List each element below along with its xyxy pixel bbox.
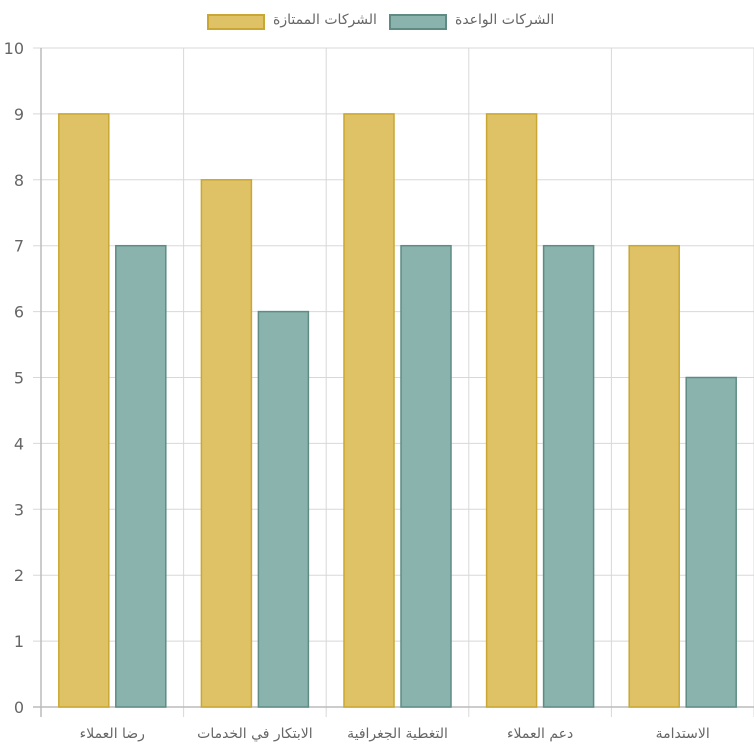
bar-promising[interactable]: [542, 244, 595, 708]
bar-excellent[interactable]: [58, 113, 110, 708]
bar-excellent[interactable]: [485, 113, 538, 708]
legend-swatch-excellent: [207, 14, 265, 30]
legend-label-excellent: الشركات الممتازة: [273, 12, 377, 28]
y-tick-label: 9: [14, 105, 24, 124]
legend: الشركات الممتازة الشركات الواعدة: [0, 12, 754, 36]
y-tick-label: 4: [14, 434, 24, 453]
bar-excellent[interactable]: [200, 179, 253, 708]
legend-swatch-promising: [389, 14, 447, 30]
y-tick-label: 1: [14, 632, 24, 651]
y-tick-label: 2: [14, 566, 24, 585]
y-tick-label: 0: [14, 698, 24, 717]
bar-excellent[interactable]: [628, 244, 680, 708]
y-tick-label: 5: [14, 369, 24, 388]
x-tick-label: التغطية الجغرافية: [347, 726, 448, 742]
x-tick-label: الاستدامة: [656, 726, 710, 742]
bar-promising[interactable]: [115, 244, 167, 708]
x-tick-label: رضا العملاء: [80, 726, 145, 742]
x-tick-label: الابتكار في الخدمات: [197, 726, 313, 742]
bar-promising[interactable]: [685, 376, 737, 708]
y-tick-label: 8: [14, 171, 24, 190]
y-tick-label: 3: [14, 500, 24, 519]
bar-excellent[interactable]: [343, 113, 395, 708]
bar-promising[interactable]: [400, 244, 452, 708]
legend-label-promising: الشركات الواعدة: [455, 12, 555, 28]
bar-promising[interactable]: [257, 310, 310, 708]
y-tick-label: 10: [4, 39, 24, 58]
y-tick-label: 6: [14, 303, 24, 322]
y-tick-label: 7: [14, 237, 24, 256]
x-tick-label: دعم العملاء: [507, 726, 573, 742]
